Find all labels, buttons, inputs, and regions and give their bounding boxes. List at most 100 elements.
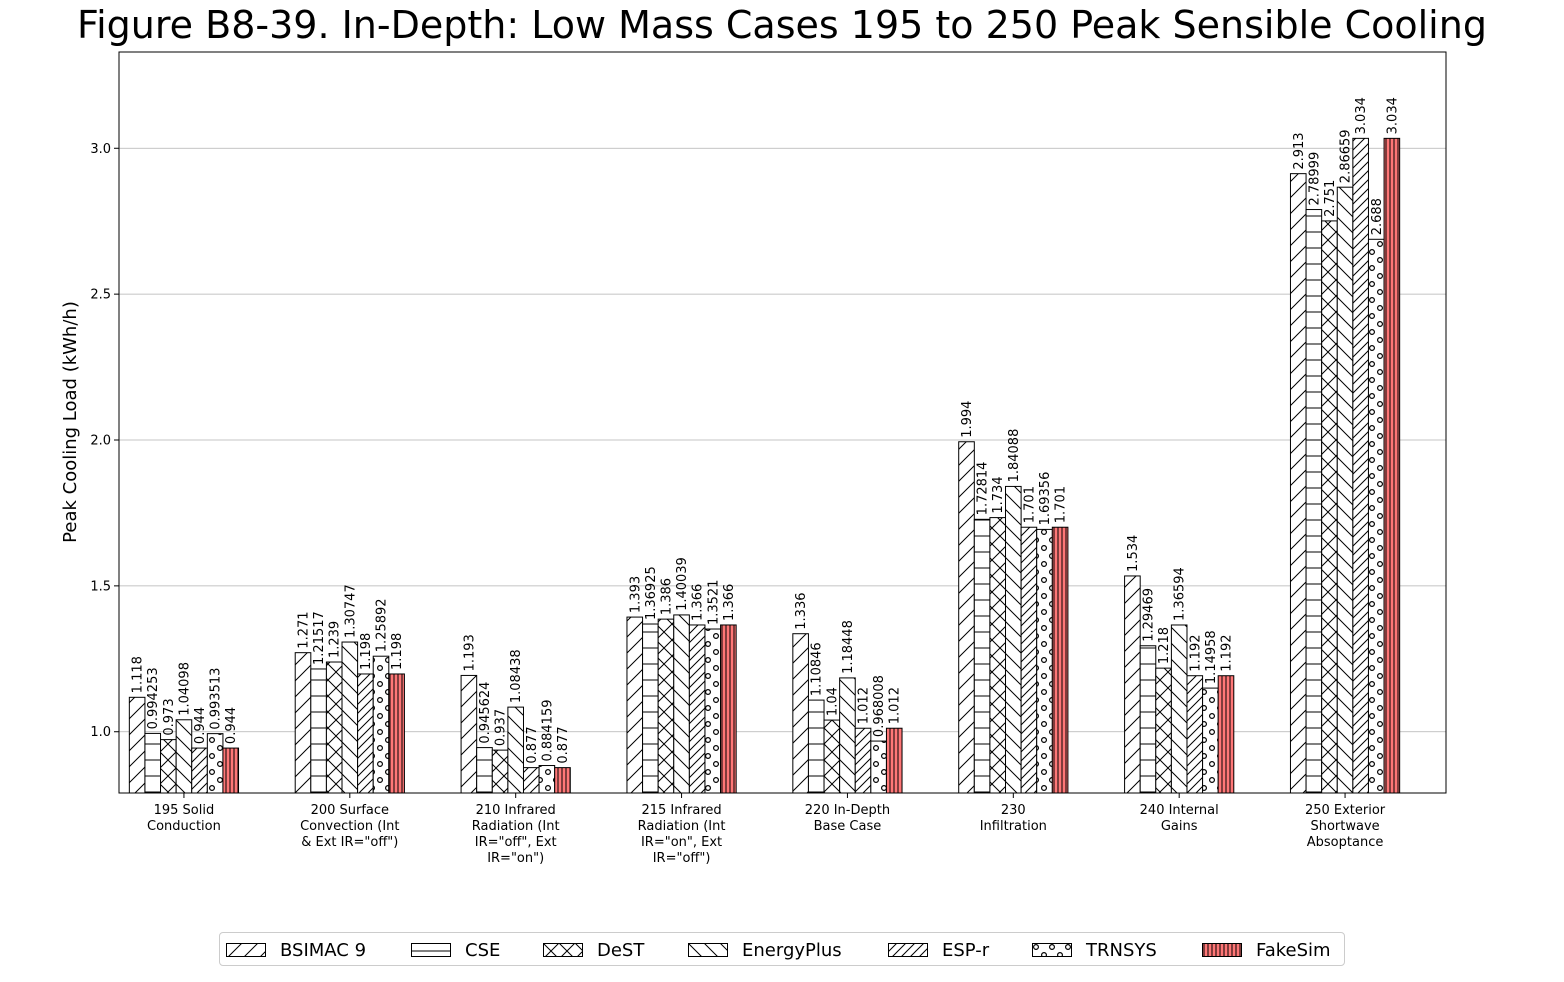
bar bbox=[191, 747, 208, 794]
bar bbox=[522, 767, 540, 794]
bar bbox=[325, 661, 343, 794]
bar bbox=[206, 733, 224, 794]
bar bbox=[1289, 173, 1307, 794]
data-label: 1.29469 bbox=[1141, 588, 1156, 642]
data-label: 0.973 bbox=[162, 698, 177, 735]
x-tick-label: 230 Infiltration bbox=[980, 803, 1047, 834]
legend-item: DeST bbox=[543, 933, 644, 967]
y-tick-label: 1.5 bbox=[90, 579, 111, 594]
data-label: 1.198 bbox=[390, 633, 405, 670]
bar bbox=[807, 699, 825, 794]
bar bbox=[657, 618, 675, 794]
legend-label: EnergyPlus bbox=[742, 939, 842, 961]
bar bbox=[538, 765, 556, 794]
bar bbox=[1170, 624, 1188, 794]
data-label: 1.534 bbox=[1126, 535, 1141, 572]
data-label: 0.968008 bbox=[872, 675, 887, 737]
data-label: 1.04098 bbox=[177, 662, 192, 716]
bar bbox=[1367, 238, 1385, 794]
legend-swatch bbox=[226, 943, 266, 957]
data-label: 1.012 bbox=[888, 687, 903, 724]
data-label: 0.937 bbox=[494, 709, 509, 746]
bar bbox=[1383, 137, 1401, 794]
bar bbox=[310, 668, 327, 794]
data-label: 1.701 bbox=[1054, 486, 1069, 523]
data-label: 1.336 bbox=[794, 592, 809, 629]
bar bbox=[626, 616, 644, 794]
bar bbox=[1202, 687, 1219, 794]
legend-swatch bbox=[543, 943, 583, 957]
bar bbox=[1155, 667, 1172, 794]
legend-label: DeST bbox=[597, 939, 645, 961]
bar bbox=[688, 624, 706, 794]
data-label: 1.118 bbox=[131, 656, 146, 693]
data-label: 1.218 bbox=[1157, 627, 1172, 664]
bar bbox=[989, 517, 1007, 794]
bar bbox=[372, 655, 390, 794]
axes: 1.0 1.5 2.0 2.5 3.0 195 Solid Conduction 200 Su… bbox=[90, 51, 1447, 866]
data-label: 1.198 bbox=[359, 633, 374, 670]
x-tick-label: 200 Surface Convection (Int & Ext IR="off"… bbox=[300, 803, 399, 850]
bar bbox=[128, 696, 146, 794]
legend-label: FakeSim bbox=[1256, 939, 1331, 961]
legend-label: CSE bbox=[465, 939, 501, 961]
bar bbox=[1321, 220, 1338, 794]
x-tick-label: 215 Infrared Radiation (Int IR="on", Ext IR… bbox=[638, 803, 726, 866]
y-tick-label: 1.0 bbox=[90, 725, 111, 740]
data-label: 1.30747 bbox=[343, 584, 358, 638]
bar bbox=[460, 674, 478, 794]
data-label: 0.877 bbox=[525, 726, 540, 763]
x-tick-label: 240 Internal Gains bbox=[1140, 803, 1219, 834]
data-label: 1.72814 bbox=[976, 462, 991, 516]
bar bbox=[1305, 209, 1323, 794]
y-tick-label: 2.5 bbox=[90, 288, 111, 303]
data-label: 2.913 bbox=[1292, 132, 1307, 169]
data-label: 1.25892 bbox=[375, 598, 390, 652]
bar bbox=[1051, 526, 1069, 794]
data-label: 1.69356 bbox=[1038, 472, 1053, 526]
data-label: 0.944 bbox=[193, 707, 208, 744]
bar bbox=[222, 747, 240, 794]
bar bbox=[673, 614, 690, 794]
legend-swatch bbox=[888, 943, 928, 957]
bar bbox=[1124, 575, 1141, 794]
data-label: 1.84088 bbox=[1007, 429, 1022, 483]
data-label: 1.193 bbox=[462, 634, 477, 671]
data-label: 1.21517 bbox=[312, 611, 327, 665]
bar bbox=[160, 739, 177, 794]
bar bbox=[388, 673, 405, 794]
bar bbox=[973, 518, 991, 794]
legend-swatch bbox=[1032, 943, 1072, 957]
bar bbox=[958, 441, 975, 794]
data-label: 2.78999 bbox=[1307, 152, 1322, 206]
bar bbox=[1139, 645, 1157, 794]
legend-swatch bbox=[1202, 943, 1242, 957]
chart-title: Figure B8-39. In-Depth: Low Mass Cases 1… bbox=[77, 3, 1487, 47]
data-label: 1.10846 bbox=[810, 642, 825, 696]
bar bbox=[1036, 528, 1053, 794]
x-tick-label: 250 Exterior Shortwave Absoptance bbox=[1305, 803, 1386, 850]
bar bbox=[870, 740, 887, 794]
bars bbox=[128, 137, 1401, 794]
bar bbox=[1005, 485, 1022, 794]
legend-item: BSIMAC 9 bbox=[226, 933, 366, 967]
data-label: 0.944 bbox=[224, 707, 239, 744]
x-tick-label: 220 In-Depth Base Case bbox=[805, 803, 890, 834]
data-label: 0.877 bbox=[556, 726, 571, 763]
y-tick-label: 2.0 bbox=[90, 434, 111, 449]
bar bbox=[491, 749, 509, 794]
legend-label: BSIMAC 9 bbox=[280, 939, 367, 961]
bar bbox=[1336, 186, 1354, 794]
data-label: 1.08438 bbox=[509, 649, 524, 703]
data-label: 1.366 bbox=[691, 584, 706, 621]
data-label: 1.36594 bbox=[1173, 567, 1188, 621]
bar bbox=[839, 677, 856, 794]
bar bbox=[1352, 137, 1369, 794]
data-label: 1.36925 bbox=[644, 566, 659, 620]
bar bbox=[885, 727, 903, 794]
bar bbox=[175, 719, 193, 794]
data-label: 1.239 bbox=[328, 621, 343, 658]
data-label: 2.86659 bbox=[1339, 129, 1354, 183]
